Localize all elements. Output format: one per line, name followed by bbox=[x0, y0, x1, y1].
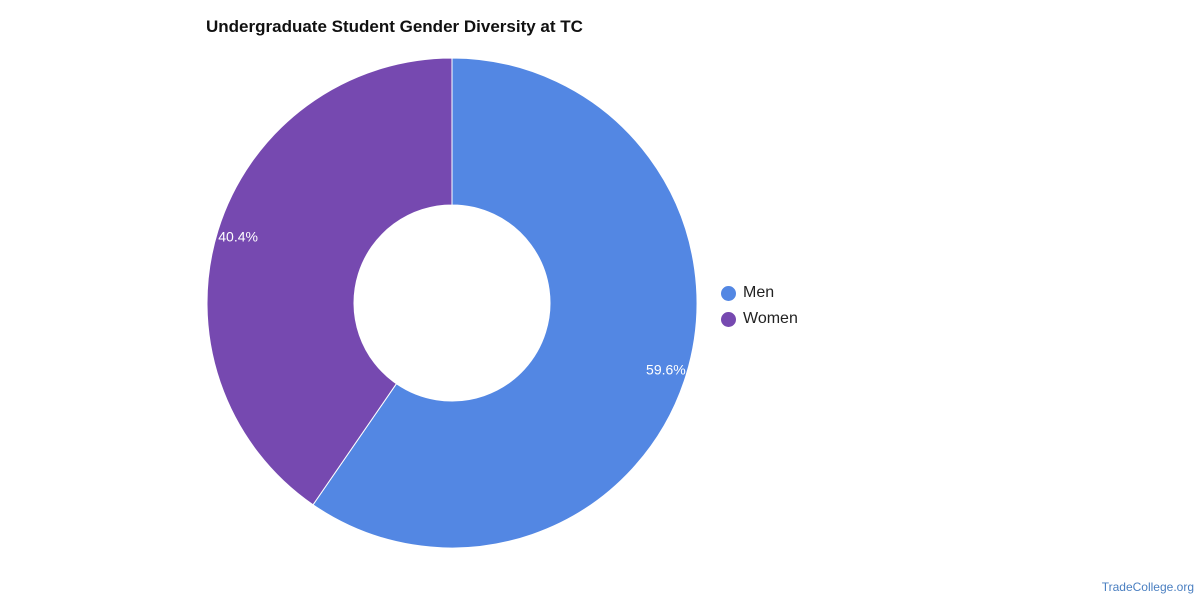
legend-swatch-women bbox=[721, 311, 736, 327]
source-credit[interactable]: TradeCollege.org bbox=[1101, 580, 1194, 594]
legend-item-men[interactable]: Men bbox=[721, 280, 798, 306]
legend-item-women[interactable]: Women bbox=[721, 306, 798, 332]
slice-women[interactable] bbox=[206, 57, 453, 506]
legend-label-women: Women bbox=[743, 310, 798, 327]
legend-swatch-men bbox=[721, 285, 736, 301]
slice-label-women: 40.4% bbox=[218, 228, 258, 244]
legend-label-men: Men bbox=[743, 284, 775, 301]
slice-label-men: 59.6% bbox=[646, 362, 686, 378]
slice-men[interactable] bbox=[312, 57, 698, 549]
legend: Men Women bbox=[721, 280, 798, 332]
chart-title: Undergraduate Student Gender Diversity a… bbox=[206, 17, 583, 36]
